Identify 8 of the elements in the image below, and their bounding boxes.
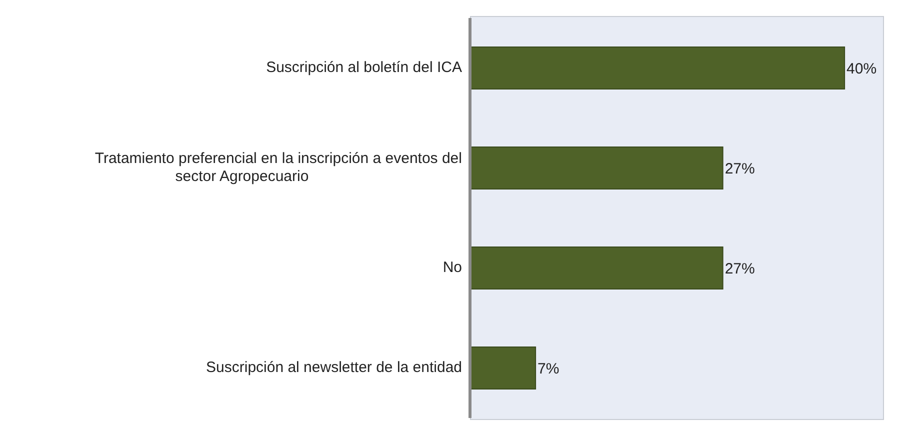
data-label: 7% bbox=[538, 360, 560, 378]
data-label: 27% bbox=[724, 260, 755, 278]
y-tick-label: Suscripción al newsletter de la entidad bbox=[206, 358, 462, 376]
y-tick-label: Tratamiento preferencial en la inscripción a eventos del sector Agropecuario bbox=[94, 150, 462, 185]
data-label: 27% bbox=[724, 160, 755, 178]
data-label: 40% bbox=[846, 60, 877, 78]
y-tick-label: Suscripción al boletín del ICA bbox=[266, 58, 462, 76]
y-tick-label: No bbox=[442, 258, 462, 276]
